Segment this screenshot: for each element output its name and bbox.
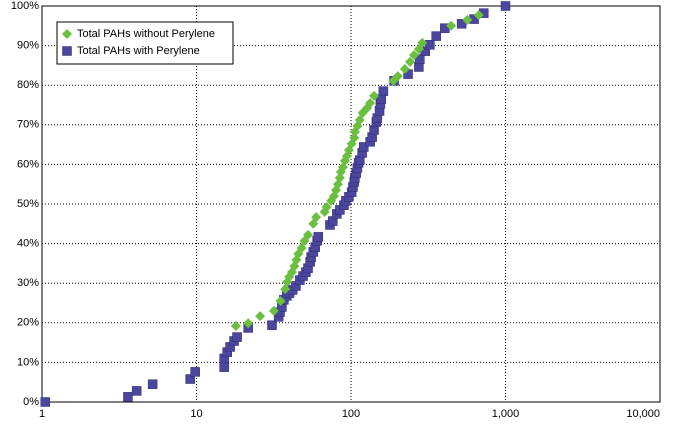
y-tick-label: 100% [11, 0, 39, 12]
diamond-marker [303, 229, 314, 240]
diamond-marker [354, 115, 365, 126]
diamond-marker [462, 14, 473, 25]
square-marker [123, 392, 133, 402]
grid [41, 5, 661, 403]
diamond-marker [275, 296, 286, 307]
y-tick-label: 90% [17, 40, 39, 52]
y-tick-label: 10% [17, 356, 39, 368]
tick-labels: 0% 10% 20% 30% 40% 50% 60% 70% 80% 90% 100% 1 10 100 1… [11, 0, 660, 420]
diamond-marker [296, 242, 307, 253]
diamond-marker [417, 37, 428, 48]
diamond-marker [280, 284, 291, 295]
square-marker [131, 386, 142, 396]
legend: Total PAHs without Perylene Total PAHs wi… [56, 21, 234, 65]
diamond-marker [243, 318, 254, 329]
x-tick-label: 1,000 [492, 408, 520, 420]
diamond-marker [409, 50, 420, 61]
y-tick-label: 40% [17, 238, 39, 250]
square-marker [232, 332, 242, 342]
square-marker [267, 320, 277, 330]
diamond-marker [255, 311, 266, 322]
diamond-marker [369, 90, 380, 101]
square-marker [147, 379, 158, 389]
marks [40, 1, 511, 407]
square-marker [40, 397, 51, 407]
x-tick-label: 10,000 [626, 408, 660, 420]
diamond-marker [321, 202, 332, 213]
diamond-marker [230, 320, 241, 331]
diamond-marker [446, 20, 457, 31]
y-tick-label: 50% [17, 198, 39, 210]
diamond-marker [268, 305, 279, 316]
legend-label: Total PAHs with Perylene [77, 45, 200, 57]
square-marker [425, 40, 435, 50]
legend-box [56, 21, 234, 65]
y-tick-label: 20% [17, 317, 39, 329]
square-marker [185, 374, 195, 384]
diamond-marker [399, 63, 410, 74]
y-tick-label: 0% [23, 396, 39, 408]
square-marker [414, 62, 424, 72]
diamond-marker [349, 132, 360, 143]
square-marker [431, 31, 441, 41]
square-marker [500, 1, 511, 11]
square-marker [190, 367, 200, 377]
y-tick-label: 70% [17, 119, 39, 131]
x-tick-label: 10 [190, 408, 202, 420]
square-marker [378, 86, 389, 96]
x-tick-label: 1 [39, 408, 45, 420]
square-marker [313, 232, 324, 242]
diamond-marker [62, 29, 72, 39]
diamond-marker [405, 56, 416, 67]
square-marker [62, 46, 72, 56]
square-marker [369, 125, 379, 135]
square-marker [219, 362, 229, 372]
square-marker [359, 142, 369, 152]
square-marker [415, 54, 425, 64]
y-tick-label: 30% [17, 277, 39, 289]
diamond-marker [473, 10, 484, 21]
x-tick-label: 100 [342, 408, 360, 420]
legend-label: Total PAHs without Perylene [77, 28, 215, 40]
y-tick-label: 80% [17, 79, 39, 91]
diamond-marker [349, 126, 360, 137]
diamond-marker [392, 71, 403, 82]
diamond-marker [365, 98, 376, 109]
diamond-marker [311, 212, 322, 223]
square-marker [456, 19, 467, 29]
y-tick-label: 60% [17, 158, 39, 170]
